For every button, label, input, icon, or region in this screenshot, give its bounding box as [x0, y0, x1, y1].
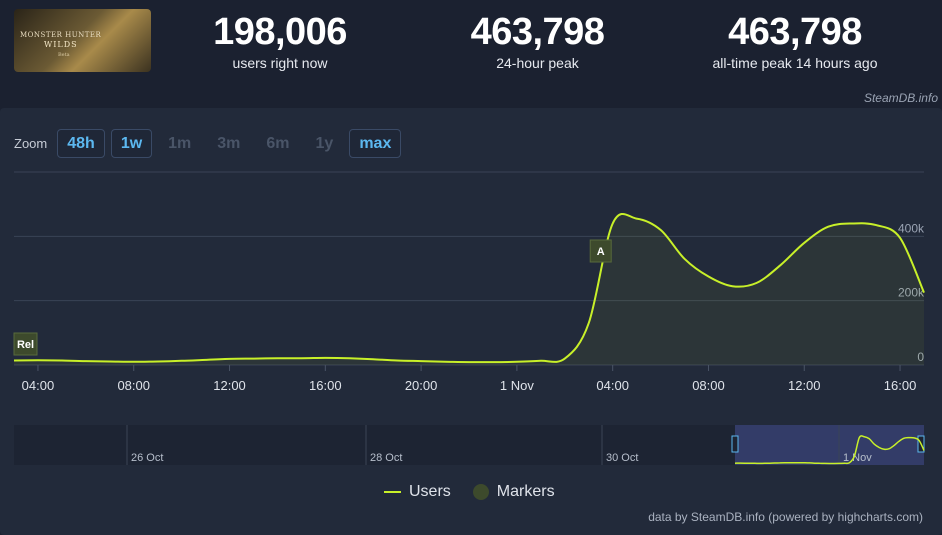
chart-markers[interactable]: Rel A: [13, 239, 612, 356]
y-tick-label: 0: [917, 350, 924, 364]
header-bar: MONSTER HUNTER WILDS Beta 198,006 users …: [0, 0, 942, 88]
zoom-controls: Zoom 48h 1w 1m 3m 6m 1y max: [14, 129, 402, 158]
x-tick-label: 08:00: [117, 378, 150, 393]
markers-legend-swatch: [472, 484, 489, 500]
capsule-title-line1: MONSTER HUNTER: [20, 31, 102, 39]
x-tick-label: 08:00: [692, 378, 725, 393]
users-series-line[interactable]: [13, 212, 925, 364]
x-tick-label: 16:00: [884, 378, 917, 393]
stat-value: 463,798: [470, 11, 605, 53]
stat-value: 198,006: [213, 11, 347, 53]
zoom-1m-button[interactable]: 1m: [168, 135, 192, 152]
marker-box: [589, 239, 612, 263]
y-axis-ticks: 0 200k 400k: [898, 221, 925, 364]
navigator-left-handle[interactable]: [731, 435, 739, 453]
zoom-1w-button[interactable]: 1w: [110, 129, 153, 158]
marker-label: A: [597, 246, 605, 258]
player-count-chart[interactable]: 0 200k 400k 04:00 08:00 12:00 16:00 20:00 1 Nov…: [0, 160, 942, 480]
y-tick-label: 400k: [898, 221, 925, 235]
legend-users[interactable]: Users: [409, 483, 451, 500]
navigator-label: 1 Nov: [843, 452, 872, 464]
navigator-label: 28 Oct: [370, 452, 402, 464]
marker-rel[interactable]: Rel: [13, 332, 38, 356]
zoom-6m-button[interactable]: 6m: [266, 135, 290, 152]
legend-markers[interactable]: Markers: [496, 483, 555, 500]
y-tick-label: 200k: [898, 286, 925, 300]
x-tick-label: 20:00: [405, 378, 438, 393]
stat-all-time-peak: 463,798 all-time peak 14 hours ago: [690, 10, 900, 72]
capsule-title-line3: Beta: [58, 52, 70, 58]
stat-value: 463,798: [728, 11, 862, 53]
stat-label: 24-hour peak: [496, 55, 579, 71]
x-tick-label: 04:00: [22, 378, 55, 393]
chart-legend: Users Markers: [384, 483, 555, 501]
stat-current-users: 198,006 users right now: [185, 10, 375, 72]
navigator-selection[interactable]: [735, 425, 924, 465]
users-legend-swatch: [384, 491, 401, 493]
marker-box: [13, 332, 38, 356]
game-capsule-image[interactable]: MONSTER HUNTER WILDS Beta: [14, 9, 151, 72]
x-tick-label: 12:00: [788, 378, 821, 393]
zoom-3m-button[interactable]: 3m: [217, 135, 241, 152]
navigator[interactable]: 26 Oct 28 Oct 30 Oct 1 Nov: [14, 425, 925, 465]
marker-a[interactable]: A: [589, 239, 612, 263]
stat-label: all-time peak 14 hours ago: [712, 55, 878, 71]
x-tick-label: 1 Nov: [500, 378, 534, 393]
zoom-1y-button[interactable]: 1y: [315, 135, 334, 152]
zoom-max-button[interactable]: max: [349, 129, 402, 158]
users-series-area: [14, 213, 924, 365]
zoom-48h-button[interactable]: 48h: [57, 129, 105, 158]
chart-gridlines: [14, 171, 924, 366]
stat-24h-peak: 463,798 24-hour peak: [440, 10, 635, 72]
x-axis-ticks: 04:00 08:00 12:00 16:00 20:00 1 Nov 04:00 08:00…: [22, 365, 917, 393]
marker-label: Rel: [17, 339, 34, 351]
x-tick-label: 12:00: [213, 378, 246, 393]
navigator-label: 26 Oct: [131, 452, 163, 464]
capsule-title-line2: WILDS: [44, 40, 78, 49]
navigator-label: 30 Oct: [606, 452, 638, 464]
navigator-labels: 26 Oct 28 Oct 30 Oct 1 Nov: [126, 425, 872, 465]
x-tick-label: 04:00: [596, 378, 629, 393]
zoom-label: Zoom: [14, 136, 48, 151]
steamdb-credit: SteamDB.info: [863, 91, 938, 105]
stat-label: users right now: [232, 55, 328, 71]
navigator-series-line: [734, 435, 925, 465]
x-tick-label: 16:00: [309, 378, 342, 393]
footer-attribution: data by SteamDB.info (powered by highcha…: [648, 510, 923, 524]
